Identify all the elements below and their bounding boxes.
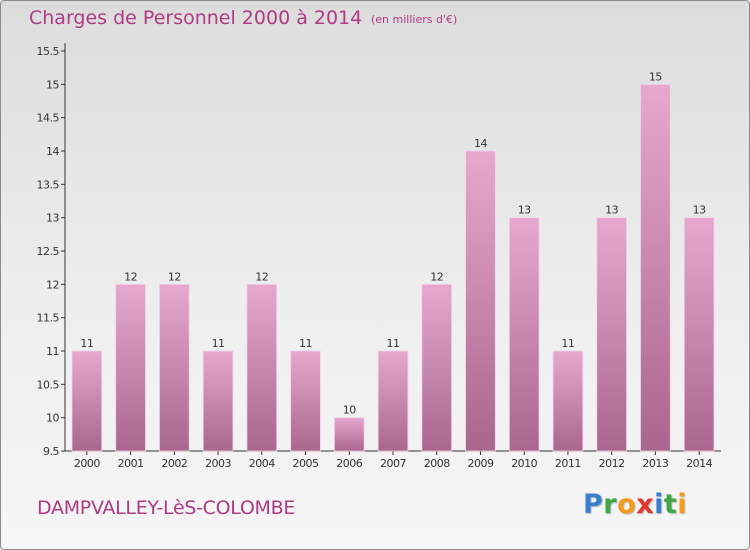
x-tick-label: 2001 — [118, 457, 144, 470]
x-tick-label: 2012 — [599, 457, 625, 470]
bar-2000 — [71, 350, 103, 452]
data-label: 11 — [80, 337, 93, 350]
y-axis: 9.5 10 10.5 11 11.5 12 12.5 13 13.5 14 14.5 15 15.5 — [37, 43, 66, 458]
y-tick-label: 13.5 — [37, 178, 60, 191]
chart-unit: (en milliers d'€) — [371, 13, 458, 26]
y-tick-label: 9.5 — [43, 445, 59, 458]
data-label: 11 — [561, 337, 574, 350]
x-tick-label: 2010 — [511, 457, 537, 470]
y-tick-label: 10 — [46, 412, 59, 425]
bar-2005 — [290, 350, 321, 452]
bar-2006 — [333, 417, 365, 452]
y-tick-label: 14.5 — [37, 112, 60, 125]
bar-2003 — [202, 350, 234, 452]
logo-letter: P — [583, 489, 604, 520]
y-tick-label: 13 — [46, 212, 59, 225]
y-tick-label: 10.5 — [37, 378, 60, 391]
bar-2008 — [421, 283, 453, 452]
x-tick-label: 2011 — [555, 457, 581, 470]
x-tick-label: 2005 — [293, 457, 319, 470]
logo-letter: i — [677, 489, 688, 520]
y-tick-label: 12 — [46, 278, 59, 291]
bar-2001 — [115, 283, 146, 452]
x-tick-label: 2002 — [161, 457, 187, 470]
bar-2012 — [596, 217, 627, 452]
logo-letter: x — [636, 489, 655, 520]
data-label: 11 — [387, 337, 400, 350]
y-tick-label: 15 — [46, 78, 59, 91]
y-tick-label: 14 — [46, 145, 59, 158]
data-label: 14 — [474, 137, 487, 150]
y-tick-label: 15.5 — [37, 45, 60, 58]
data-label: 10 — [343, 404, 356, 417]
bars — [71, 83, 715, 452]
data-label: 12 — [168, 270, 181, 283]
x-tick-label: 2006 — [336, 457, 362, 470]
logo-letter: i — [654, 489, 664, 520]
y-tick-label: 11 — [46, 345, 59, 358]
x-tick-label: 2014 — [686, 457, 712, 470]
data-labels: 11 12 12 11 12 11 10 11 12 14 13 11 13 15 13 — [80, 70, 706, 416]
logo-letter: o — [617, 489, 637, 520]
x-axis: 2000 2001 2002 2003 2004 2005 2006 2007 2008 2009… — [65, 450, 721, 470]
data-label: 13 — [693, 204, 706, 217]
y-tick-label: 11.5 — [37, 312, 60, 325]
x-tick-label: 2013 — [642, 457, 668, 470]
commune-name: DAMPVALLEY-LèS-COLOMBE — [37, 497, 296, 519]
bar-2014 — [683, 217, 715, 452]
data-label: 13 — [605, 204, 618, 217]
data-label: 12 — [430, 270, 443, 283]
x-tick-label: 2004 — [249, 457, 275, 470]
logo-letter: r — [603, 489, 618, 520]
bar-2010 — [508, 217, 540, 452]
x-tick-label: 2000 — [74, 457, 100, 470]
bar-2002 — [159, 283, 190, 452]
data-label: 12 — [255, 270, 268, 283]
y-tick-label: 12.5 — [37, 245, 60, 258]
x-tick-label: 2003 — [205, 457, 231, 470]
bar-2009 — [465, 150, 496, 452]
data-label: 13 — [518, 204, 531, 217]
data-label: 15 — [649, 70, 662, 83]
bar-2011 — [552, 350, 584, 452]
bar-2013 — [640, 83, 671, 452]
data-label: 11 — [299, 337, 312, 350]
bar-2007 — [377, 350, 409, 452]
bar-2004 — [246, 283, 278, 452]
chart-title: Charges de Personnel 2000 à 2014 — [29, 7, 363, 29]
x-tick-label: 2009 — [467, 457, 493, 470]
data-label: 11 — [212, 337, 225, 350]
x-tick-label: 2007 — [380, 457, 406, 470]
proxiti-logo: Proxiti — [583, 489, 687, 520]
x-tick-label: 2008 — [424, 457, 450, 470]
logo-letter: t — [663, 489, 678, 520]
data-label: 12 — [124, 270, 137, 283]
